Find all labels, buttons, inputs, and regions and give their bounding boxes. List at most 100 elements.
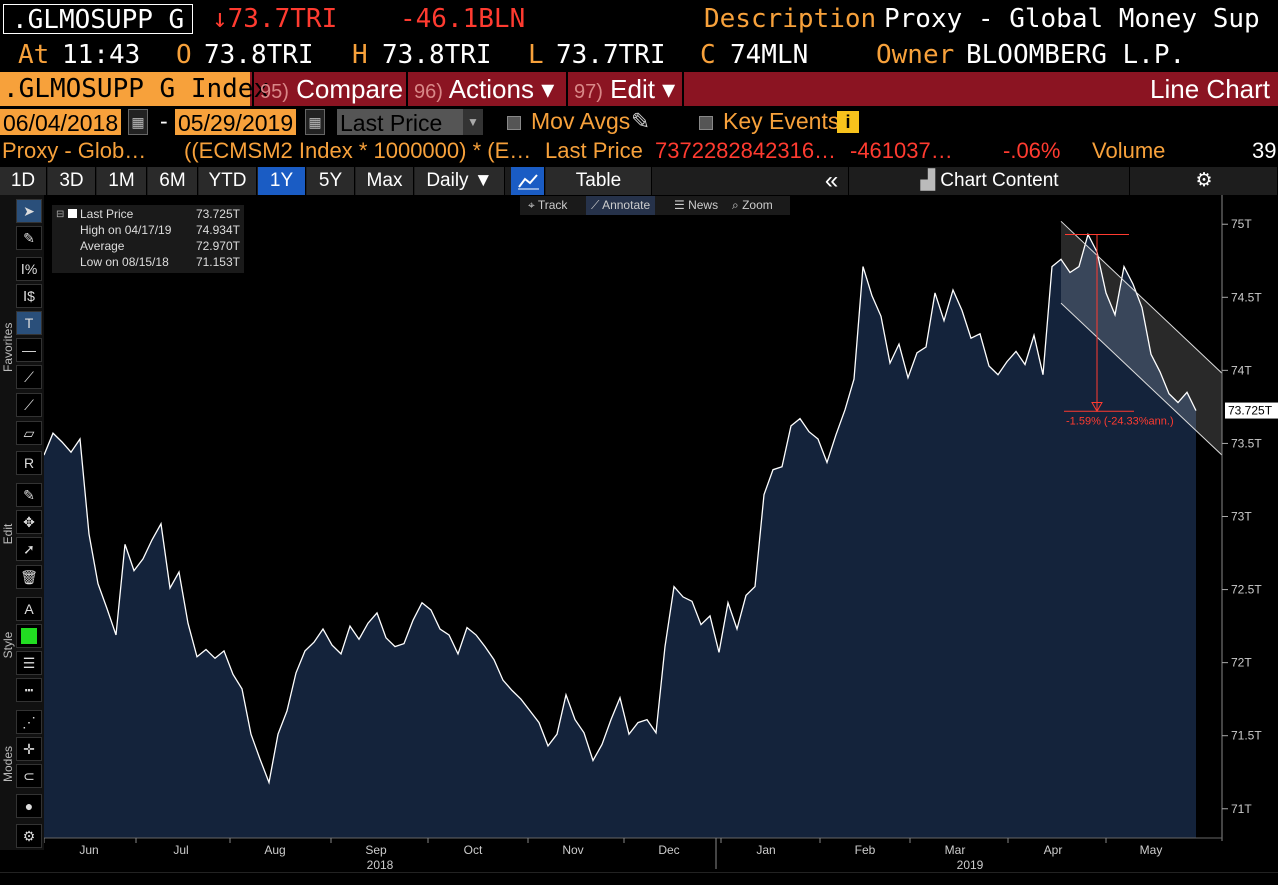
tab-max[interactable]: Max [356, 167, 414, 195]
open-value: 73.8TRI [204, 40, 314, 70]
tab-3d[interactable]: 3D [48, 167, 96, 195]
edit-num: 97) [574, 81, 603, 103]
actions-label: Actions ▾ [448, 74, 555, 104]
y-tick-label: 72.5T [1231, 583, 1262, 597]
y-tick-label: 75T [1231, 217, 1252, 231]
collapse-icon[interactable]: « [815, 167, 849, 195]
measure-annotation-text: -1.59% (-24.33%ann.) [1066, 415, 1174, 427]
select-add-icon[interactable]: ➚ [16, 537, 42, 561]
chart-legend: ⊟ Last Price 73.725T High on 04/17/19 74.9… [52, 205, 244, 273]
y-tick-label: 74.5T [1231, 290, 1262, 304]
annotate-button[interactable]: ⟋ Annotate [586, 196, 656, 215]
draw-icon[interactable]: ✎ [16, 226, 42, 250]
modes-label: Modes [1, 745, 15, 783]
index-name-field[interactable]: .GLMOSUPP G Index [0, 72, 269, 106]
legend-low: Low on 08/15/18 71.153T [80, 254, 240, 270]
legend-high: High on 04/17/19 74.934T [80, 222, 240, 238]
style-label: Style [1, 631, 15, 659]
start-calendar-icon[interactable]: ▦ [128, 109, 148, 135]
tab-ytd[interactable]: YTD [199, 167, 257, 195]
actions-button[interactable]: 96) Actions ▾ [406, 72, 560, 106]
tab-5y[interactable]: 5Y [307, 167, 355, 195]
channel-icon[interactable]: ▱ [16, 421, 42, 445]
magnet-icon[interactable]: ⊂ [16, 764, 42, 788]
dollar-tool-icon[interactable]: Ⅰ$ [16, 284, 42, 308]
price-chart[interactable]: -1.59% (-24.33%ann.) 71T 71.5T 72T 72.5T 73T 7… [44, 195, 1278, 872]
tab-1m[interactable]: 1M [97, 167, 147, 195]
pointer-icon[interactable]: ➤ [16, 199, 42, 223]
ticker-field[interactable]: .GLMOSUPP G [3, 4, 194, 35]
font-icon[interactable]: A [16, 597, 42, 621]
series-change: -461037… [850, 138, 953, 163]
table-button[interactable]: Table [546, 167, 652, 195]
x-tick-label: Aug [264, 843, 285, 857]
end-date-field[interactable]: 05/29/2019 [175, 109, 297, 136]
legend-avg-label: Average [80, 239, 125, 253]
text-tool-icon[interactable]: T [16, 311, 42, 335]
gear-icon[interactable]: ⚙ [1131, 167, 1278, 195]
settings-icon[interactable]: ⚙ [16, 824, 42, 848]
frequency-select[interactable]: Daily ▼ [415, 167, 505, 195]
x-tick-label: Jan [756, 843, 775, 857]
y-tick-label: 71T [1231, 802, 1252, 816]
color-swatch-icon[interactable] [16, 624, 42, 648]
x-tick-label: May [1140, 843, 1163, 857]
line-style-icon[interactable]: ┅ [16, 678, 42, 702]
horizontal-line-icon[interactable]: — [16, 338, 42, 362]
trend-line-icon[interactable]: ⟋ [16, 365, 42, 389]
legend-low-value: 71.153T [195, 255, 240, 269]
percent-tool-icon[interactable]: Ⅰ% [16, 257, 42, 281]
x-tick-label: Dec [658, 843, 679, 857]
trash-icon[interactable]: 🗑 [16, 565, 42, 589]
y-tick-label: 73T [1231, 510, 1252, 524]
chart-tracking-bar: ⌖ Track ⟋ Annotate ☰ News ⌕ Zoom [520, 196, 790, 215]
compare-button[interactable]: 95) Compare [252, 72, 409, 106]
date-dash: - [160, 108, 168, 134]
toolbar-divider [682, 72, 684, 106]
line-width-icon[interactable]: ☰ [16, 651, 42, 675]
start-date-field[interactable]: 06/04/2018 [0, 109, 122, 136]
chart-content-button[interactable]: ▟ Chart Content [850, 167, 1130, 195]
last-price-tag [1225, 402, 1278, 419]
crosshair-icon[interactable]: ✛ [16, 737, 42, 761]
tab-6m[interactable]: 6M [148, 167, 198, 195]
annotate-label: Annotate [602, 198, 651, 212]
line-chart-icon[interactable] [511, 167, 545, 195]
tab-1d[interactable]: 1D [0, 167, 47, 195]
zoom-button[interactable]: ⌕ Zoom [732, 198, 773, 212]
low-label: L [528, 40, 544, 70]
favorites-label: Favorites [1, 322, 15, 372]
ray-line-icon[interactable]: ⟋ [16, 393, 42, 417]
header-row-2: At 11:43 O 73.8TRI H 73.8TRI L 73.7TRI C… [0, 38, 1278, 72]
field-select-chevron-icon[interactable]: ▼ [463, 109, 483, 135]
edit-pen-icon[interactable]: ✎ [16, 483, 42, 507]
mov-avgs-checkbox[interactable] [507, 116, 521, 130]
tab-1y[interactable]: 1Y [258, 167, 306, 195]
key-events-label: Key Events [723, 108, 840, 134]
legend-last-value: 73.725T [195, 207, 240, 221]
x-tick-label: Sep [365, 843, 387, 857]
multicolor-icon[interactable]: ● [16, 794, 42, 818]
main-toolbar: .GLMOSUPP G Index 95) Compare 96) Action… [0, 72, 1278, 106]
chart-type-label[interactable]: Line Chart [1150, 74, 1270, 104]
chart-content-icon: ▟ [920, 170, 936, 191]
x-tick-label: Jun [79, 843, 98, 857]
key-events-checkbox[interactable] [699, 116, 713, 130]
legend-collapse-icon[interactable]: ⊟ [56, 209, 65, 220]
x-tick-label: Feb [855, 843, 876, 857]
pencil-icon[interactable]: ✎ [631, 108, 651, 134]
end-calendar-icon[interactable]: ▦ [305, 109, 325, 135]
dotted-mode-icon[interactable]: ⋰ [16, 710, 42, 734]
edit-label: Edit [1, 523, 15, 545]
last-price-label: Last Price [545, 138, 643, 163]
news-button[interactable]: ☰ News [674, 198, 719, 212]
measure-arrow [1091, 402, 1103, 413]
tool-panel: Favorites Edit Style Modes ➤ ✎ Ⅰ% Ⅰ$ T —… [0, 195, 44, 850]
move-icon[interactable]: ✥ [16, 510, 42, 534]
legend-last-label: Last Price [80, 207, 134, 221]
track-button[interactable]: ⌖ Track [528, 198, 568, 212]
edit-button[interactable]: 97) Edit ▾ [566, 72, 681, 106]
info-icon[interactable]: i [837, 111, 859, 133]
retracement-icon[interactable]: R [16, 451, 42, 475]
field-select[interactable]: Last Price [337, 109, 477, 136]
